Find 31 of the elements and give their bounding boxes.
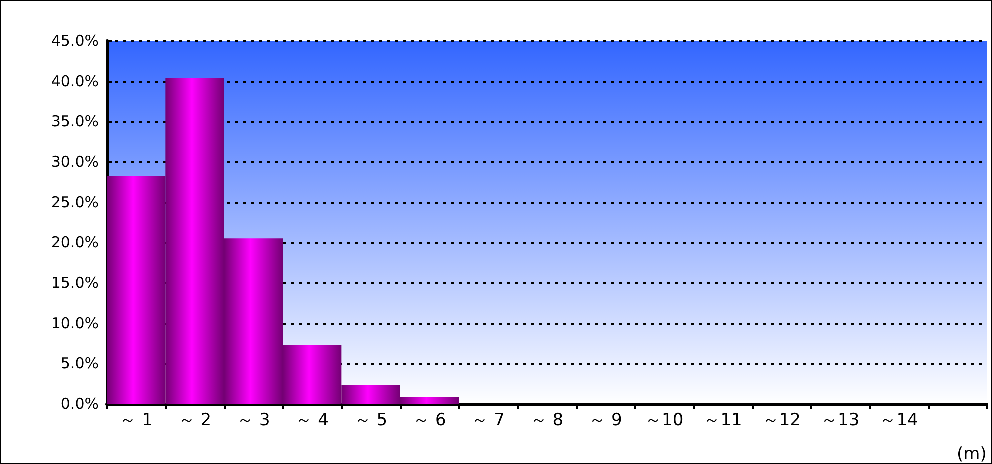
x-tick-label: ～10: [645, 410, 684, 430]
y-tick-label: 30.0%: [51, 153, 99, 171]
x-tick-label: ～ 2: [178, 410, 212, 430]
x-tick-label: ～ 3: [237, 410, 270, 430]
y-tick-label: 0.0%: [60, 395, 99, 413]
bar: [342, 385, 400, 404]
y-tick-label: 25.0%: [51, 193, 99, 212]
x-tick-label: ～ 8: [530, 410, 564, 430]
bar: [400, 398, 459, 404]
bar: [224, 238, 283, 404]
x-tick-label: ～ 5: [354, 410, 388, 430]
y-tick-label: 20.0%: [51, 234, 99, 252]
bar: [166, 78, 224, 404]
y-tick-label: 5.0%: [60, 354, 99, 373]
x-tick-label: ～ 6: [413, 410, 446, 430]
x-tick-label: ～ 9: [589, 410, 622, 430]
x-tick-label: ～11: [704, 410, 742, 430]
y-tick-label: 45.0%: [51, 32, 99, 50]
bar: [283, 345, 342, 404]
y-tick-label: 35.0%: [51, 112, 99, 131]
y-tick-label: 15.0%: [51, 274, 99, 292]
x-tick-label: ～ 1: [120, 410, 153, 430]
x-tick-label: ～13: [821, 410, 860, 430]
bar: [107, 176, 166, 404]
x-axis-title: (m): [957, 444, 987, 464]
x-tick-label: ～14: [880, 410, 918, 430]
y-tick-label: 40.0%: [51, 72, 99, 90]
x-tick-label: ～ 4: [296, 410, 329, 430]
y-tick-label: 10.0%: [51, 314, 99, 332]
x-tick-label: ～ 7: [472, 410, 505, 430]
x-tick-label: ～12: [762, 410, 801, 430]
